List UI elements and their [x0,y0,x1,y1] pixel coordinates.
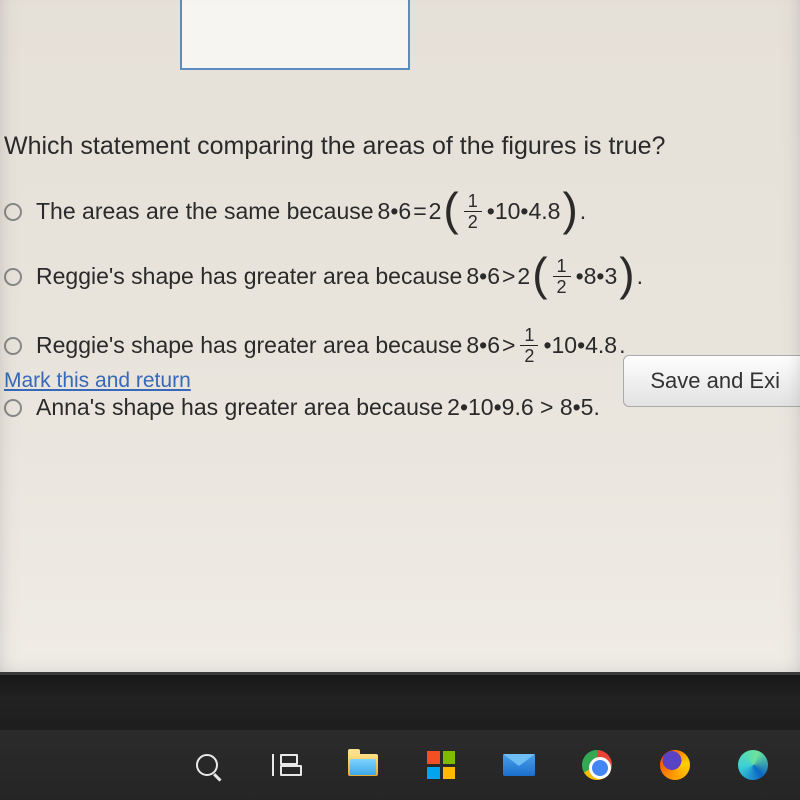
task-view-icon[interactable] [268,748,302,782]
radio-b[interactable] [4,268,22,286]
option-a[interactable]: The areas are the same because 8•6 = 2 (… [4,192,786,231]
option-b-lead: Reggie's shape has greater area because [36,260,462,292]
option-a-lead: The areas are the same because [36,195,374,227]
option-a-math: 8•6 = 2 ( 12 •10•4.8 ). [378,192,587,231]
quiz-screen: Which statement comparing the areas of t… [0,0,800,690]
fraction-icon: 12 [464,192,482,231]
footer-row: Mark this and return Save and Exi [4,355,800,407]
microsoft-store-icon[interactable] [424,748,458,782]
option-b[interactable]: Reggie's shape has greater area because … [4,257,786,296]
file-explorer-icon[interactable] [346,748,380,782]
radio-c[interactable] [4,337,22,355]
option-b-math: 8•6 > 2 ( 12 •8•3 ). [466,257,643,296]
question-area: Which statement comparing the areas of t… [0,120,800,449]
firefox-icon[interactable] [658,748,692,782]
edge-icon[interactable] [736,748,770,782]
taskbar [0,730,800,800]
radio-a[interactable] [4,203,22,221]
mark-return-link[interactable]: Mark this and return [4,369,191,393]
option-b-text: Reggie's shape has greater area because … [36,257,643,296]
save-exit-button[interactable]: Save and Exi [623,355,800,407]
figure-frame [180,0,410,70]
option-a-text: The areas are the same because 8•6 = 2 (… [36,192,586,231]
laptop-bezel [0,672,800,732]
chrome-icon[interactable] [580,748,614,782]
fraction-icon: 12 [553,257,571,296]
question-text: Which statement comparing the areas of t… [4,130,786,164]
mail-icon[interactable] [502,748,536,782]
search-icon[interactable] [190,748,224,782]
